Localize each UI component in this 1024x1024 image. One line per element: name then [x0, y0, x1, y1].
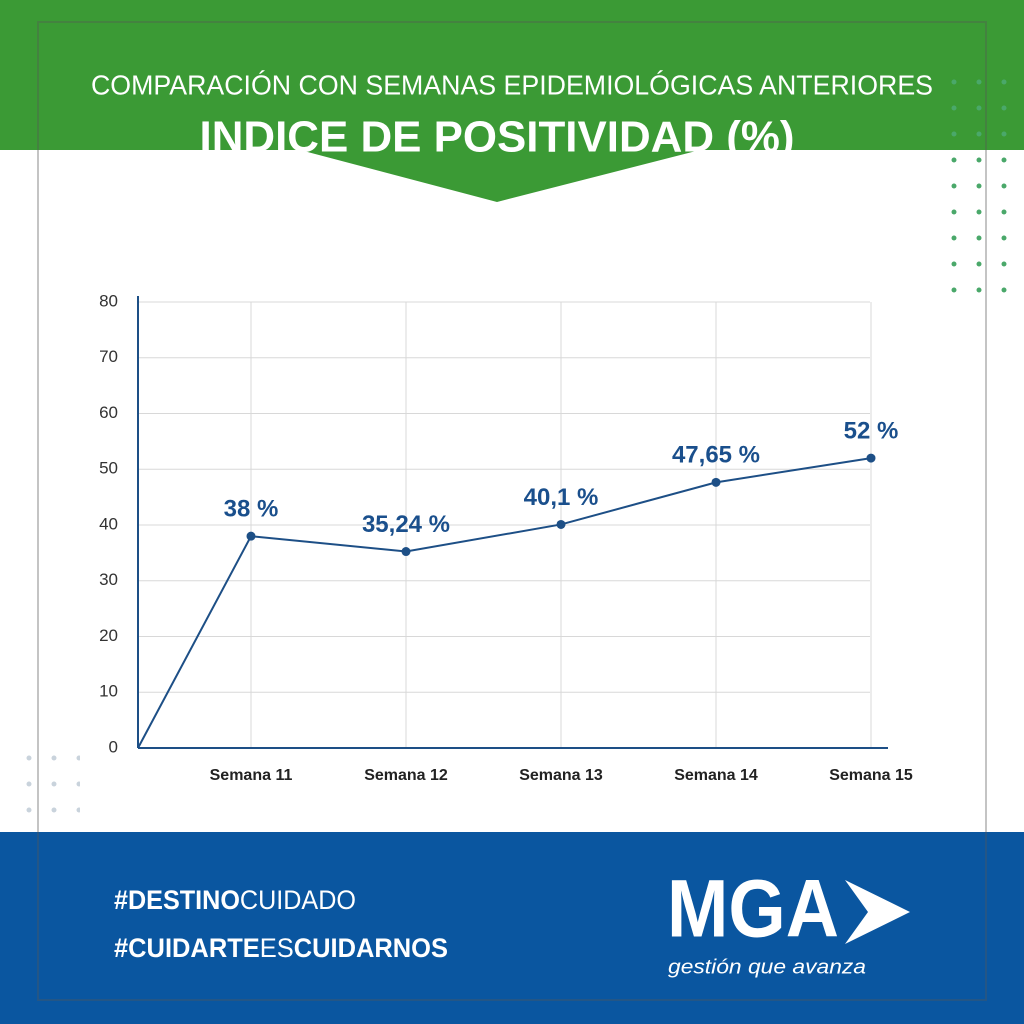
decor-dots [935, 75, 1010, 297]
title: INDICE DE POSITIVIDAD (%) [200, 113, 795, 162]
hashtag-part: CUIDARNOS [294, 933, 448, 963]
plot: 0 10 20 30 40 50 60 70 80 Semana 11 Semana 12 Seman… [99, 291, 913, 784]
hashtag-part: #DESTINO [114, 885, 240, 915]
subtitle: COMPARACIÓN CON SEMANAS EPIDEMIOLÓGICAS … [91, 69, 933, 100]
hashtag-part: #CUIDARTE [114, 933, 260, 963]
x-tick-label: Semana 15 [829, 767, 913, 784]
data-label: 35,24 % [362, 511, 450, 538]
data-label: 52 % [844, 417, 899, 444]
y-tick-label: 20 [99, 626, 118, 645]
hashtag: #CUIDARTEESCUIDARNOS [114, 933, 448, 963]
tagline: gestión que avanza [668, 956, 866, 978]
frame [37, 21, 987, 1001]
x-tick-label: Semana 14 [674, 767, 758, 784]
line [137, 457, 872, 749]
y-tick-label: 30 [99, 570, 118, 589]
y-tick-label: 60 [99, 403, 118, 422]
y-tick-label: 50 [99, 459, 118, 478]
x-tick-label: Semana 12 [364, 767, 448, 784]
point [246, 531, 256, 541]
data-label: 47,65 % [672, 442, 760, 469]
y-tick-label: 80 [99, 291, 118, 310]
y-tick-label: 40 [99, 514, 118, 533]
point [556, 519, 566, 529]
header-band [0, 0, 1024, 202]
y-tick-label: 70 [99, 347, 118, 366]
hashtag-part: CUIDADO [240, 885, 356, 915]
hashtag: #DESTINOCUIDADO [114, 885, 356, 915]
logo-arrow [845, 880, 910, 944]
point [866, 453, 876, 463]
y-tick-label: 10 [99, 682, 118, 701]
data-label: 38 % [224, 495, 279, 522]
footer-band [0, 832, 1024, 1024]
point [401, 547, 411, 557]
hashtag-part: ES [260, 933, 294, 963]
logo: MGA [667, 864, 839, 955]
y-tick-label: 0 [109, 737, 118, 756]
x-tick-label: Semana 13 [519, 767, 603, 784]
point [711, 477, 721, 487]
data-label: 40,1 % [524, 484, 599, 511]
x-tick-label: Semana 11 [210, 767, 293, 784]
